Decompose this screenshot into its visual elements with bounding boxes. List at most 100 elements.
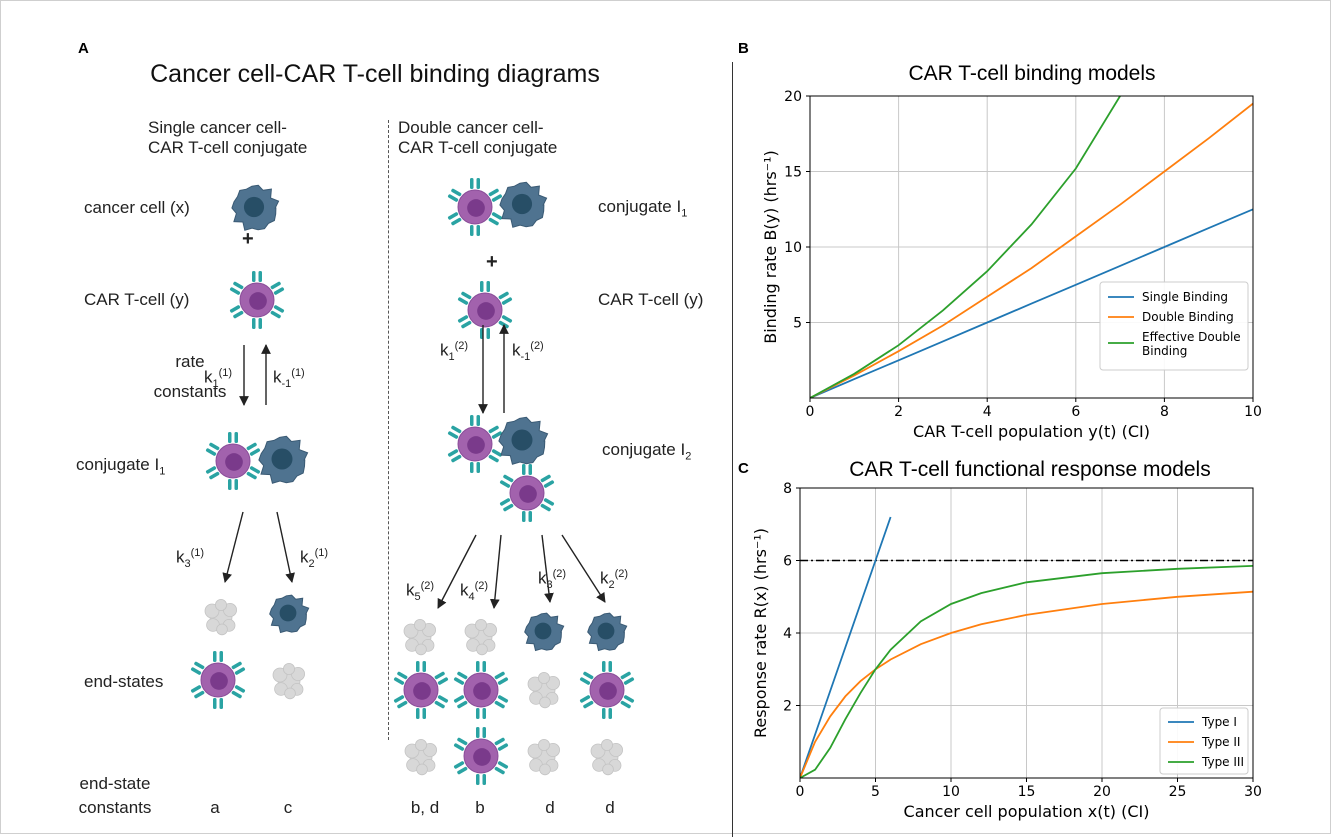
single-plus: + [242, 228, 254, 250]
end-b-dead-top [464, 619, 497, 656]
chart-c-series-type-i [800, 516, 892, 778]
chart-b-xtick-4: 4 [983, 404, 992, 420]
end-state-constants-line1: end-state [79, 774, 151, 793]
chart-c-xtick-0: 0 [796, 784, 805, 800]
chart-b-xtick-0: 0 [806, 404, 815, 420]
constant-d-2: d [605, 798, 615, 817]
end-state-constants-line2: constants [78, 798, 152, 817]
cancer-cell-label: cancer cell (x) [84, 198, 190, 217]
single-k3-label: k3(1) [176, 547, 205, 571]
double-heading-line2: CAR T-cell conjugate [398, 138, 558, 157]
double-tcell [457, 281, 513, 339]
double-km1-label: k-1(2) [512, 340, 544, 364]
chart-c-series-type-ii [800, 590, 1253, 778]
single-k2-label: k2(1) [300, 547, 329, 571]
chart-c-legend-label-0: Type I [1201, 715, 1237, 729]
chart-b-legend-label-0: Single Binding [1142, 290, 1228, 304]
single-heading-line2: CAR T-cell conjugate [148, 138, 308, 157]
car-tcell-label: CAR T-cell (y) [84, 290, 190, 309]
chart-b-series-single-binding [810, 208, 1253, 398]
end-b-d-tcell [393, 661, 449, 719]
end-d2-dead-bottom [590, 739, 624, 776]
single-k3-arrow [222, 511, 244, 583]
single-end-tcell [190, 651, 246, 709]
chart-b-ytick-10: 10 [784, 240, 802, 256]
double-conj2-cancer-cell [498, 416, 549, 465]
single-heading-line1: Single cancer cell- [148, 118, 287, 137]
chart-b-ytick-5: 5 [793, 316, 802, 332]
end-d1-dead-bottom [527, 739, 561, 776]
chart-c-ytick-2: 2 [783, 699, 792, 715]
double-k2-arrow [561, 534, 606, 603]
constant-d-1: d [545, 798, 555, 817]
double-k3-arrow [541, 534, 554, 603]
double-k2-label: k2(2) [600, 568, 629, 592]
double-heading-line1: Double cancer cell- [398, 118, 544, 137]
double-conj1-tcell [447, 178, 503, 236]
single-end-dead-tcell [272, 663, 305, 700]
chart-b-xlabel: CAR T-cell population y(t) (CI) [913, 422, 1150, 441]
end-b-tcell-1 [453, 661, 509, 719]
single-end-cancer-cell [269, 594, 310, 634]
panel-c-letter: C [738, 460, 749, 477]
chart-c-ylabel: Response rate R(x) (hrs⁻¹) [751, 528, 770, 738]
rate-label-line2: constants [153, 382, 227, 401]
panel-b-letter: B [738, 40, 749, 57]
chart-c-xtick-15: 15 [1018, 784, 1036, 800]
single-end-dead-cancer [204, 599, 237, 636]
chart-c-xtick-5: 5 [871, 784, 880, 800]
chart-c-legend-label-2: Type III [1201, 755, 1244, 769]
chart-c-series-type-iii [800, 565, 1253, 778]
double-k1-label: k1(2) [440, 340, 469, 364]
double-k4-label: k4(2) [460, 580, 489, 604]
chart-b-legend: Single Binding Double Binding Effective Do… [1099, 281, 1249, 371]
single-conjugate-label: conjugate I1 [76, 455, 166, 478]
single-k2-arrow [276, 511, 295, 583]
chart-b-ylabel: Binding rate B(y) (hrs⁻¹) [761, 150, 780, 344]
chart-b-title: CAR T-cell binding models [908, 62, 1156, 85]
end-d1-cancer-cell [524, 612, 565, 652]
chart-c-ytick-8: 8 [783, 481, 792, 497]
double-car-tcell-label: CAR T-cell (y) [598, 290, 704, 309]
chart-b-legend-label-2: Effective Double Binding [1142, 330, 1241, 358]
chart-b-series-effective-double-binding [810, 96, 1121, 398]
single-conjugate-tcell [205, 432, 261, 490]
end-b-d-dead-top [403, 619, 436, 656]
chart-c-xtick-20: 20 [1093, 784, 1111, 800]
chart-b-xtick-6: 6 [1071, 404, 1080, 420]
binding-diagram [190, 178, 635, 785]
end-states-label: end-states [84, 672, 164, 691]
constant-c: c [283, 798, 293, 817]
chart-b-legend-label-1: Double Binding [1142, 310, 1234, 324]
end-d2-tcell [579, 661, 635, 719]
chart-c-legend: Type I Type II Type III [1159, 707, 1249, 775]
chart-c-xlabel: Cancer cell population x(t) (CI) [904, 802, 1150, 821]
chart-b-xtick-8: 8 [1160, 404, 1169, 420]
chart-c-xtick-10: 10 [942, 784, 960, 800]
chart-c-ytick-4: 4 [783, 626, 792, 642]
chart-b-xtick-2: 2 [894, 404, 903, 420]
panel-a-letter: A [78, 40, 89, 57]
double-conj2-tcell-left [447, 415, 503, 473]
chart-c-legend-label-1: Type II [1201, 735, 1240, 749]
double-conj2-tcell-bottom [499, 464, 555, 522]
single-conjugate-cancer-cell [258, 435, 309, 484]
double-k5-arrow [437, 534, 477, 609]
double-k3-label: k3(2) [538, 568, 567, 592]
single-k1-label: k1(1) [204, 367, 233, 391]
chart-c: 0 5 10 15 20 25 30 2 4 6 8 Cancer cell population x… [751, 481, 1262, 821]
constant-b-d: b, d [410, 798, 440, 817]
chart-c-title: CAR T-cell functional response models [849, 458, 1211, 481]
double-conj1-cancer-cell [499, 181, 548, 228]
panel-divider [732, 62, 733, 837]
constant-a: a [210, 798, 220, 817]
chart-c-ytick-6: 6 [783, 554, 792, 570]
end-d1-dead-middle [527, 672, 561, 709]
chart-b-xtick-10: 10 [1244, 404, 1262, 420]
single-km1-label: k-1(1) [273, 367, 305, 391]
double-conjugate2-label: conjugate I2 [602, 440, 692, 463]
double-k5-label: k5(2) [406, 580, 435, 604]
double-k4-arrow [489, 534, 502, 609]
chart-c-xtick-30: 30 [1244, 784, 1262, 800]
single-cancer-cell [231, 184, 280, 231]
